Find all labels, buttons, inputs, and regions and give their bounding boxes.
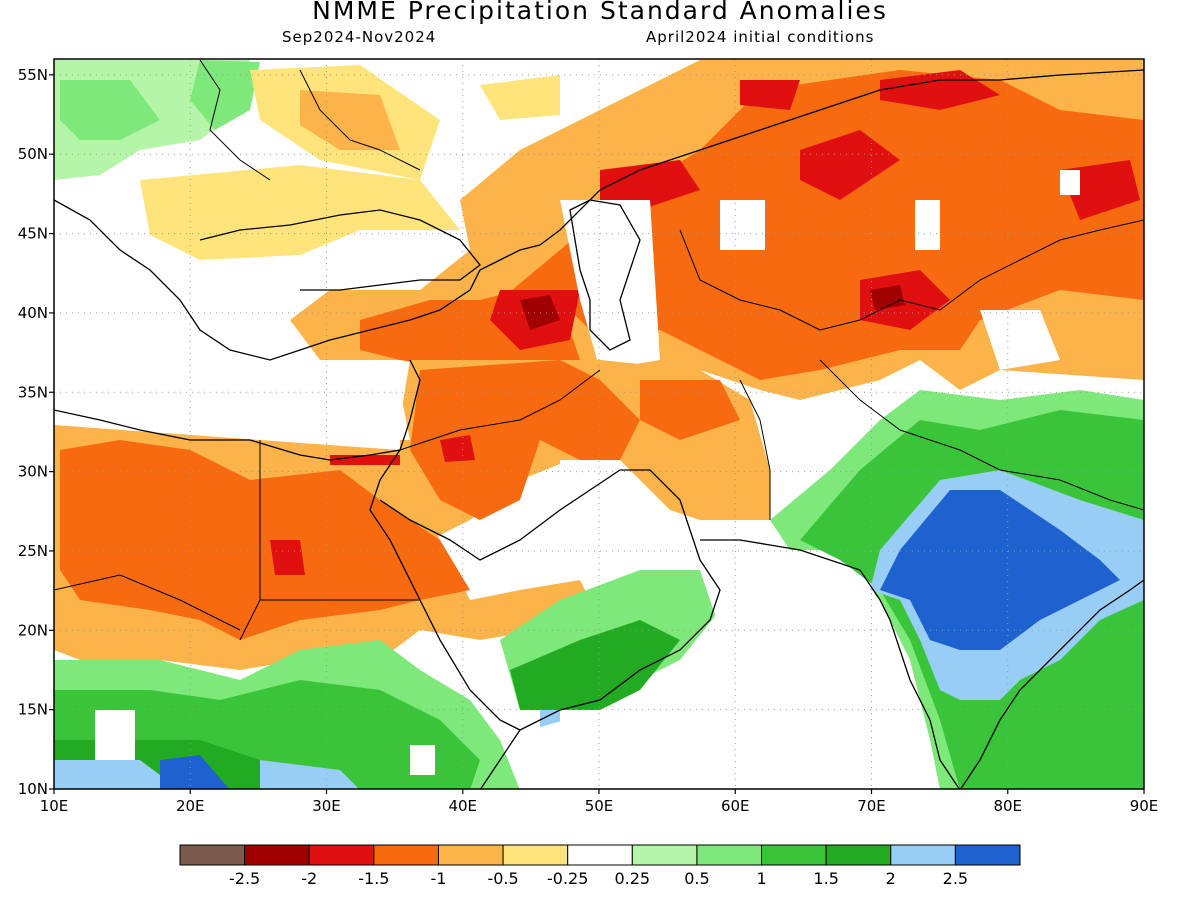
colorbar-swatch xyxy=(567,844,633,866)
colorbar-swatch xyxy=(631,844,698,866)
colorbar-label: 0.5 xyxy=(684,869,709,888)
longitude-axis: 10E 20E 30E 40E 50E 60E 70E 80E 90E xyxy=(40,789,1159,815)
lat-label: 20N xyxy=(18,621,48,639)
lon-label: 50E xyxy=(585,797,614,815)
colorbar-label: 2 xyxy=(886,869,896,888)
lon-label: 60E xyxy=(721,797,750,815)
colorbar-label: 0.25 xyxy=(614,869,650,888)
lat-label: 35N xyxy=(18,383,48,401)
lat-label: 10N xyxy=(18,780,48,798)
colorbar-swatch xyxy=(437,844,504,866)
forecast-period: Sep2024-Nov2024 xyxy=(282,28,437,46)
colorbar-swatch xyxy=(308,844,375,866)
lat-label: 50N xyxy=(18,145,48,163)
colorbar-label: -2.5 xyxy=(229,869,260,888)
colorbar-swatch xyxy=(244,844,310,866)
colorbar-swatch xyxy=(761,844,827,866)
colorbar-swatch xyxy=(890,844,956,866)
colorbar-swatch xyxy=(373,844,439,866)
lat-label: 15N xyxy=(18,701,48,719)
lon-label: 40E xyxy=(448,797,477,815)
coastlines xyxy=(54,59,1144,789)
map-title: NMME Precipitation Standard Anomalies xyxy=(312,0,888,25)
lat-label: 40N xyxy=(18,304,48,322)
colorbar-label: -1 xyxy=(430,869,446,888)
colorbar-label: 1.5 xyxy=(813,869,838,888)
colorbar-swatch xyxy=(696,844,763,866)
colorbar-label: -2 xyxy=(301,869,317,888)
lon-label: 90E xyxy=(1130,797,1159,815)
colorbar-swatch xyxy=(825,844,892,866)
colorbar-label: -1.5 xyxy=(358,869,389,888)
lat-label: 30N xyxy=(18,463,48,481)
lon-label: 20E xyxy=(176,797,205,815)
lon-label: 80E xyxy=(993,797,1022,815)
initial-conditions: April2024 initial conditions xyxy=(646,28,875,46)
colorbar-label: 2.5 xyxy=(943,869,968,888)
lat-label: 45N xyxy=(18,225,48,243)
colorbar-label: -0.5 xyxy=(487,869,518,888)
colorbar-swatch xyxy=(179,844,246,866)
lat-label: 55N xyxy=(18,66,48,84)
lon-label: 10E xyxy=(40,797,69,815)
colorbar-swatch xyxy=(502,844,569,866)
colorbar-label: 1 xyxy=(756,869,766,888)
colorbar-label: -0.25 xyxy=(547,869,588,888)
colorbar-swatch xyxy=(954,844,1021,866)
colorbar: -2.5 -2 -1.5 -1 -0.5 -0.25 0.25 0.5 1 1.5 2 2.5 xyxy=(179,844,1021,888)
lon-label: 30E xyxy=(312,797,341,815)
lon-label: 70E xyxy=(857,797,886,815)
anomaly-shading xyxy=(54,59,1144,789)
lat-label: 25N xyxy=(18,542,48,560)
latitude-axis: 10N 15N 20N 25N 30N 35N 40N 45N 50N 55N xyxy=(18,66,54,798)
